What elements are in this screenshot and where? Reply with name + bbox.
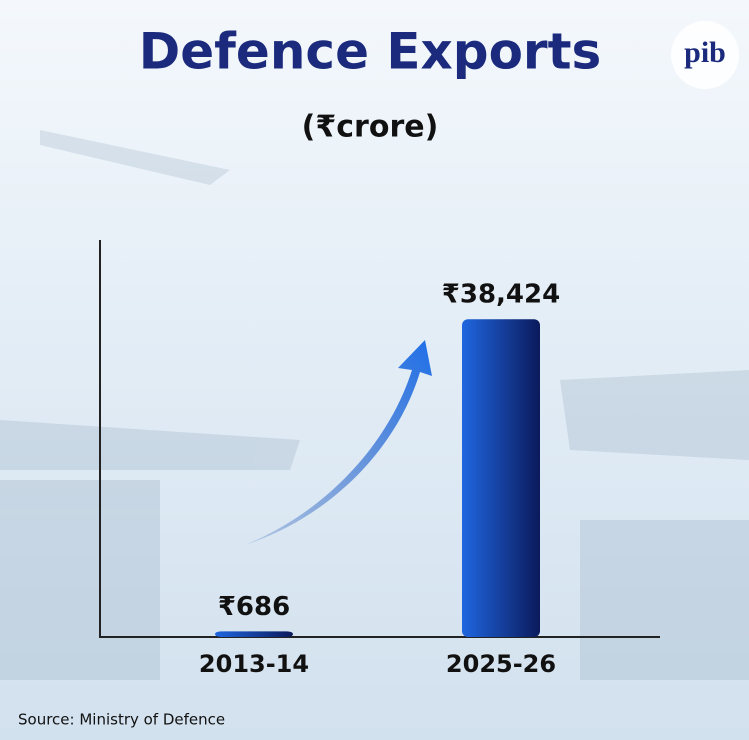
x-tick-label: 2025-26 (446, 650, 556, 678)
background-art (0, 130, 749, 680)
chart-title: Defence Exports (139, 23, 602, 81)
bar (462, 319, 540, 637)
x-tick-label: 2013-14 (199, 650, 309, 678)
value-label: ₹686 (218, 592, 290, 622)
growth-arrow (245, 340, 432, 545)
source: Source: Ministry of Defence (18, 711, 225, 729)
bar (215, 631, 293, 637)
logo: pib (684, 36, 726, 69)
chart-subtitle: (₹crore) (302, 110, 439, 145)
value-label: ₹38,424 (442, 280, 560, 310)
logo-badge (671, 21, 739, 89)
